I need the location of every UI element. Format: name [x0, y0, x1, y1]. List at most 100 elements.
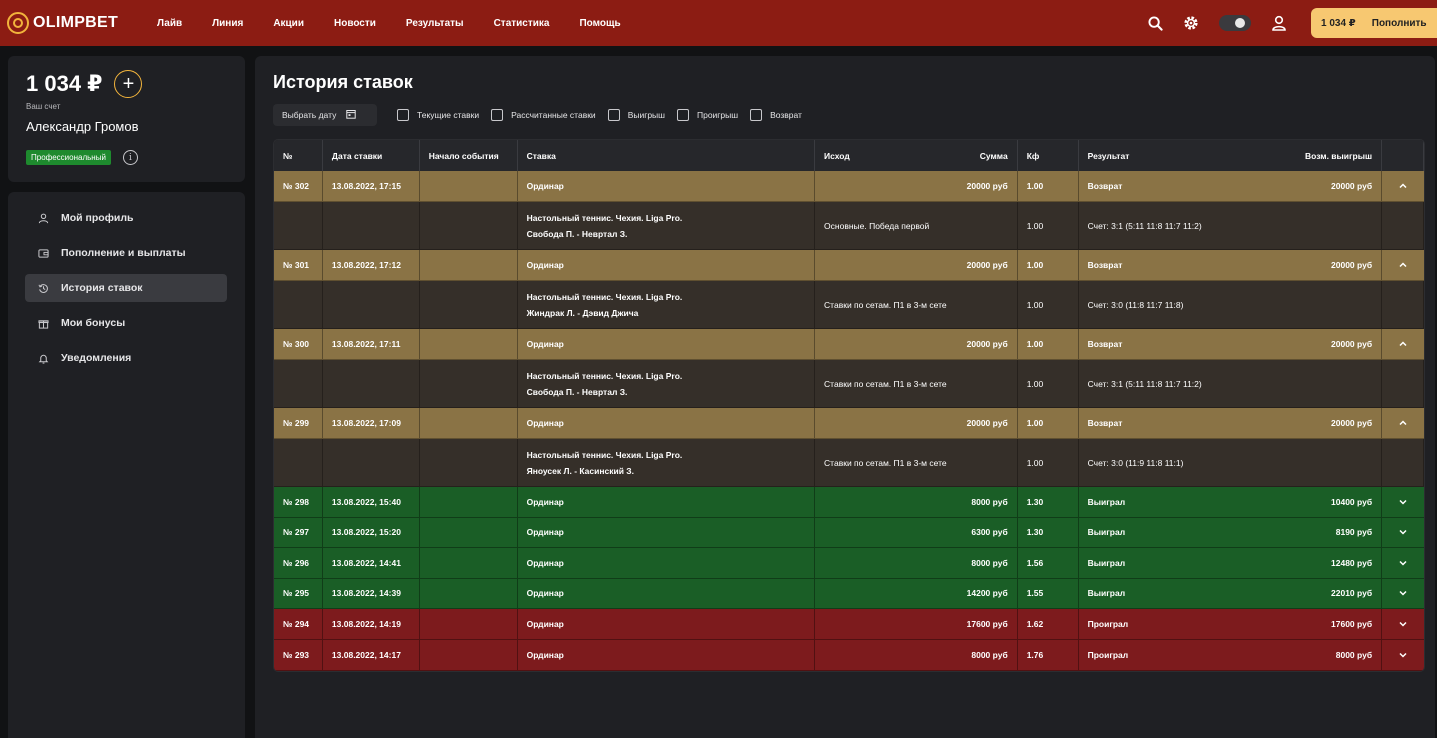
- nav-help[interactable]: Помощь: [579, 17, 621, 29]
- bet-sum-cell: 6300 руб: [815, 517, 1018, 547]
- account-name: Александр Громов: [26, 119, 139, 134]
- nav-news[interactable]: Новости: [333, 17, 376, 29]
- chevron-up-icon[interactable]: [1382, 171, 1424, 201]
- chevron-down-icon[interactable]: [1382, 640, 1424, 670]
- bet-result: Выиграл: [1087, 496, 1126, 507]
- bet-result: Возврат: [1087, 181, 1123, 191]
- table-row[interactable]: № 300 13.08.2022, 17:11 Ординар 20000 руб 1.…: [274, 329, 1424, 360]
- bet-kf: 1.76: [1018, 640, 1079, 670]
- bet-number: № 296: [274, 548, 323, 578]
- add-funds-button[interactable]: +: [114, 70, 143, 98]
- bet-sum: 8000 руб: [971, 650, 1008, 660]
- account-balance: 1 034 ₽: [26, 71, 103, 96]
- deposit-button[interactable]: Пополнить: [1371, 17, 1427, 29]
- bet-number: № 299: [274, 408, 323, 438]
- bet-sum-cell: 20000 руб: [815, 250, 1018, 280]
- detail-empty: [274, 360, 323, 407]
- event-players: Свобода П. - Невртал З.: [526, 228, 628, 239]
- bet-sum: 20000 руб: [966, 181, 1008, 191]
- bet-result-cell: Выиграл 22010 руб: [1079, 578, 1383, 608]
- sidebar-item-bet-history[interactable]: История ставок: [25, 274, 227, 302]
- filter-return[interactable]: Возврат: [750, 109, 802, 121]
- event-start: [420, 329, 518, 359]
- nav-line[interactable]: Линия: [212, 17, 244, 29]
- detail-kf: 1.00: [1018, 439, 1079, 486]
- filter-label: Возврат: [770, 110, 802, 120]
- theme-toggle[interactable]: [1219, 15, 1251, 31]
- detail-outcome: Основные. Победа первой: [815, 202, 1018, 249]
- chevron-up-icon[interactable]: [1382, 329, 1424, 359]
- bet-sum: 20000 руб: [966, 260, 1008, 270]
- bet-result-cell: Возврат 20000 руб: [1079, 329, 1383, 359]
- bet-result: Выиграл: [1087, 588, 1126, 599]
- table-row[interactable]: № 301 13.08.2022, 17:12 Ординар 20000 руб 1.…: [274, 250, 1424, 281]
- checkbox[interactable]: [397, 109, 409, 121]
- chevron-down-icon[interactable]: [1382, 579, 1424, 609]
- table-row[interactable]: № 299 13.08.2022, 17:09 Ординар 20000 руб 1.…: [274, 408, 1424, 439]
- bet-number: № 293: [274, 640, 323, 670]
- search-icon[interactable]: [1145, 13, 1165, 33]
- chevron-down-icon[interactable]: [1382, 609, 1424, 639]
- nav-live[interactable]: Лайв: [157, 17, 183, 29]
- table-row[interactable]: № 296 13.08.2022, 14:41 Ординар 8000 руб 1.5…: [274, 548, 1424, 579]
- table-row[interactable]: № 294 13.08.2022, 14:19 Ординар 17600 руб 1.…: [274, 609, 1424, 640]
- bet-result-cell: Выиграл 10400 руб: [1079, 487, 1383, 517]
- table-row[interactable]: № 302 13.08.2022, 17:15 Ординар 20000 руб 1.…: [274, 171, 1424, 202]
- checkbox[interactable]: [750, 109, 763, 121]
- nav-statistics[interactable]: Статистика: [493, 17, 550, 29]
- table-row[interactable]: № 295 13.08.2022, 14:39 Ординар 14200 руб 1.…: [274, 578, 1424, 609]
- detail-empty: [323, 360, 420, 407]
- select-date-button[interactable]: Выбрать дату: [273, 104, 377, 126]
- chevron-up-icon[interactable]: [1382, 408, 1424, 438]
- chevron-down-icon[interactable]: [1382, 548, 1424, 578]
- filter-loss[interactable]: Проигрыш: [676, 109, 738, 121]
- event-league: Настольный теннис. Чехия. Liga Pro.: [526, 370, 683, 381]
- gear-icon[interactable]: [1181, 13, 1201, 33]
- nav-promotions[interactable]: Акции: [273, 17, 304, 29]
- event-name: Настольный теннис. Чехия. Liga Pro. Свобо…: [518, 360, 816, 407]
- event-start: [420, 171, 518, 201]
- filter-settled[interactable]: Рассчитанные ставки: [491, 109, 596, 121]
- logo[interactable]: OLIMPBET: [7, 12, 147, 34]
- sidebar-item-label: Уведомления: [61, 352, 132, 364]
- bet-result: Проиграл: [1087, 650, 1129, 660]
- bet-kf: 1.30: [1018, 487, 1079, 517]
- bet-payout: 12480 руб: [1331, 557, 1373, 568]
- table-row[interactable]: № 293 13.08.2022, 14:17 Ординар 8000 руб 1.7…: [274, 640, 1424, 671]
- bet-payout: 22010 руб: [1331, 588, 1373, 599]
- user-icon[interactable]: [1269, 13, 1289, 33]
- logo-icon: [7, 12, 29, 34]
- table-row[interactable]: № 297 13.08.2022, 15:20 Ординар 6300 руб 1.3…: [274, 517, 1424, 548]
- bet-number: № 302: [274, 171, 323, 201]
- info-icon[interactable]: i: [122, 150, 138, 165]
- table-row[interactable]: № 298 13.08.2022, 15:40 Ординар 8000 руб 1.3…: [274, 487, 1424, 518]
- select-date-label: Выбрать дату: [282, 110, 337, 120]
- page-title: История ставок: [273, 72, 413, 92]
- checkbox[interactable]: [676, 109, 689, 121]
- account-caption: Ваш счет: [26, 102, 61, 111]
- account-card: 1 034 ₽ + Ваш счет Александр Громов Проф…: [8, 56, 245, 182]
- chevron-down-icon[interactable]: [1382, 487, 1424, 517]
- bet-kf: 1.55: [1018, 578, 1079, 608]
- bet-date: 13.08.2022, 17:09: [323, 408, 420, 438]
- sidebar-item-notifications[interactable]: Уведомления: [25, 344, 227, 372]
- nav-results[interactable]: Результаты: [405, 17, 464, 29]
- filter-win[interactable]: Выигрыш: [607, 109, 665, 121]
- chevron-up-icon[interactable]: [1382, 250, 1424, 280]
- table-body: № 302 13.08.2022, 17:15 Ординар 20000 руб 1.…: [274, 171, 1424, 671]
- sidebar-item-bonuses[interactable]: Мои бонусы: [25, 309, 227, 337]
- bet-sum-cell: 8000 руб: [815, 487, 1018, 517]
- sidebar-item-payments[interactable]: Пополнение и выплаты: [25, 239, 227, 267]
- filter-current[interactable]: Текущие ставки: [397, 109, 479, 121]
- chevron-down-icon[interactable]: [1382, 518, 1424, 548]
- header-balance-deposit[interactable]: 1 034 ₽ Пополнить: [1311, 8, 1437, 38]
- detail-outcome: Ставки по сетам. П1 в 3-м сете: [815, 439, 1018, 486]
- checkbox[interactable]: [607, 109, 620, 121]
- checkbox[interactable]: [491, 109, 504, 121]
- detail-empty: [274, 281, 323, 328]
- bet-date: 13.08.2022, 14:41: [323, 548, 420, 578]
- detail-empty: [1382, 360, 1424, 407]
- sidebar-item-profile[interactable]: Мой профиль: [25, 204, 227, 232]
- event-players: Яноусек Л. - Касинский З.: [526, 465, 634, 476]
- bet-type: Ординар: [518, 487, 816, 517]
